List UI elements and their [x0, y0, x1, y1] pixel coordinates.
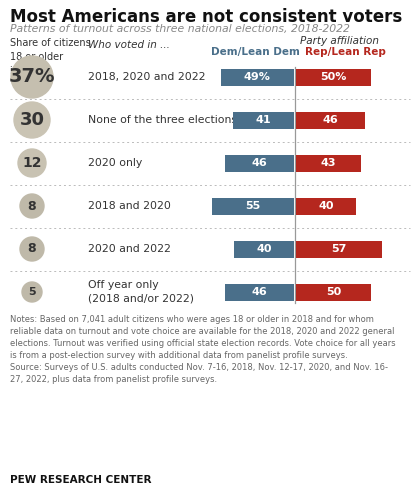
- Text: 2020 only: 2020 only: [88, 158, 142, 168]
- Bar: [234, 241, 294, 257]
- Bar: [296, 68, 371, 86]
- Text: 40: 40: [318, 201, 334, 211]
- Text: 46: 46: [323, 115, 339, 125]
- Text: 46: 46: [252, 287, 268, 297]
- Text: 41: 41: [255, 115, 271, 125]
- Circle shape: [22, 282, 42, 302]
- Text: Share of citizens
18 or older
in 2018: Share of citizens 18 or older in 2018: [10, 38, 91, 76]
- Text: 50: 50: [326, 287, 341, 297]
- Text: Off year only
(2018 and/or 2022): Off year only (2018 and/or 2022): [88, 280, 194, 303]
- Text: Rep/Lean Rep: Rep/Lean Rep: [304, 47, 386, 57]
- Bar: [225, 284, 294, 300]
- Text: 8: 8: [28, 243, 36, 255]
- Text: None of the three elections: None of the three elections: [88, 115, 237, 125]
- Text: Most Americans are not consistent voters: Most Americans are not consistent voters: [10, 8, 402, 26]
- Text: 37%: 37%: [9, 67, 55, 87]
- Bar: [296, 284, 371, 300]
- Text: 5: 5: [28, 287, 36, 297]
- Text: PEW RESEARCH CENTER: PEW RESEARCH CENTER: [10, 475, 152, 485]
- Circle shape: [11, 56, 53, 98]
- Text: 30: 30: [19, 111, 45, 129]
- Bar: [233, 111, 294, 129]
- Text: 12: 12: [22, 156, 42, 170]
- Circle shape: [18, 149, 46, 177]
- Text: 55: 55: [245, 201, 260, 211]
- Text: Notes: Based on 7,041 adult citizens who were ages 18 or older in 2018 and for w: Notes: Based on 7,041 adult citizens who…: [10, 314, 396, 384]
- Text: 2018, 2020 and 2022: 2018, 2020 and 2022: [88, 72, 205, 82]
- Text: Patterns of turnout across three national elections, 2018-2022: Patterns of turnout across three nationa…: [10, 24, 350, 34]
- Bar: [296, 198, 356, 214]
- Text: 50%: 50%: [320, 72, 346, 82]
- Text: 8: 8: [28, 199, 36, 212]
- Text: 46: 46: [252, 158, 268, 168]
- Circle shape: [20, 237, 44, 261]
- Text: 2020 and 2022: 2020 and 2022: [88, 244, 171, 254]
- Bar: [220, 68, 294, 86]
- Text: 57: 57: [331, 244, 346, 254]
- Bar: [296, 241, 381, 257]
- Circle shape: [14, 102, 50, 138]
- Text: 49%: 49%: [244, 72, 270, 82]
- Bar: [296, 154, 360, 171]
- Circle shape: [20, 194, 44, 218]
- Text: Who voted in ...: Who voted in ...: [88, 40, 170, 50]
- Text: 2018 and 2020: 2018 and 2020: [88, 201, 171, 211]
- Text: 43: 43: [320, 158, 336, 168]
- Bar: [225, 154, 294, 171]
- Text: Party affiliation: Party affiliation: [300, 36, 380, 46]
- Text: 40: 40: [256, 244, 272, 254]
- Bar: [212, 198, 294, 214]
- Text: Dem/Lean Dem: Dem/Lean Dem: [210, 47, 299, 57]
- Bar: [296, 111, 365, 129]
